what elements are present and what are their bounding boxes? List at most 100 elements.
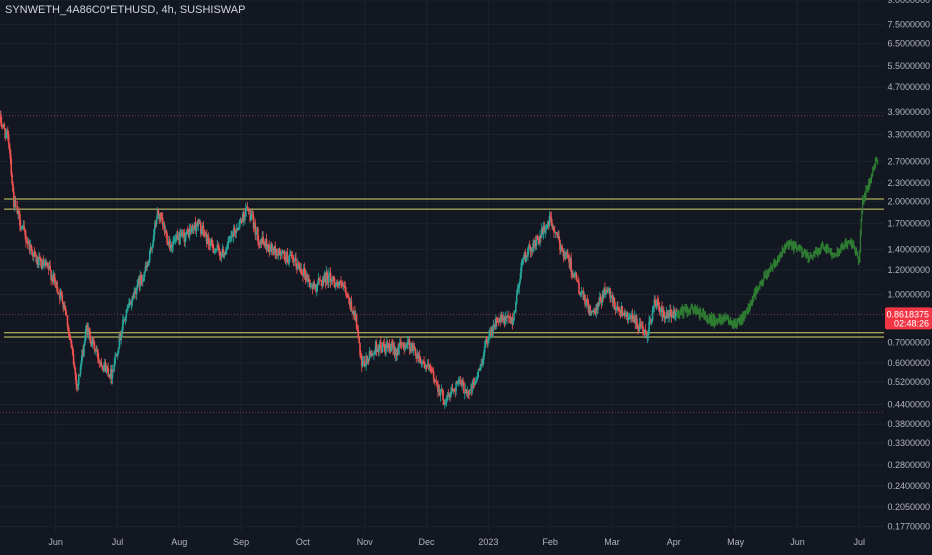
candle-body [174,240,176,242]
candle-body [37,257,39,266]
candle-body [264,239,267,247]
candle-body [632,318,635,323]
candle-body [28,241,31,251]
candle-body [178,237,180,244]
candle-body [406,341,409,346]
candle-body [225,250,227,254]
candle-body [5,132,7,138]
candle-body [78,374,81,376]
candle-body [256,227,258,232]
candle-body [517,287,520,291]
candle-body [10,158,13,175]
candle-body [536,235,539,239]
candle-body [64,305,66,309]
candle-body [101,366,103,368]
candle-body [193,222,196,229]
candle-body [45,263,48,267]
candle-body [438,390,441,396]
candle-body [415,354,418,359]
candle-body [592,311,594,312]
candle-body [423,362,425,365]
candle-body [589,305,592,316]
candle-body [170,244,173,249]
candle-body [262,236,264,243]
candle-body [206,233,208,245]
candle-body [446,394,449,400]
price-axis[interactable]: 9.0000000 7.5000000 6.5000000 5.5000000 4.70… [887,0,930,532]
candle-body [590,310,592,316]
candle-body [494,324,496,330]
candle-body [127,306,129,309]
time-axis[interactable]: Jun Jul Aug Sep Oct Nov Dec 2023 Feb Mar Apr May Jun… [48,537,865,547]
candle-body [302,273,304,276]
candle-body [591,310,593,312]
candle-body [561,248,564,251]
candle-body [40,261,43,269]
candle-body [3,124,6,129]
candle-body [604,288,606,293]
candle-body [274,245,277,256]
candle-body [530,247,533,252]
candle-body [466,390,469,394]
candle-body [601,294,604,303]
candle-body [321,280,323,286]
candle-body [56,282,58,292]
candle-body [437,390,440,392]
candle-body [600,301,603,303]
candle-body [266,244,269,250]
candle-body [641,325,643,327]
candle-body [340,280,342,285]
candle-body [32,254,34,257]
candle-body [190,229,193,232]
candle-body [313,282,315,288]
candle-body [263,242,265,245]
candle-body [245,207,248,208]
candle-body [61,295,64,303]
candle-body [92,337,95,342]
candle-body [226,243,229,249]
candle-body [514,311,516,313]
candle-body [473,382,476,386]
candle-body [225,248,228,251]
candle-body [277,254,279,256]
candle-body [449,394,451,397]
candle-body [570,258,572,272]
time-tick-label: May [727,537,745,547]
candle-body [475,381,477,382]
candle-body [491,327,494,332]
candle-body [48,265,51,270]
candle-body [36,257,39,263]
candle-body [17,210,19,214]
candle-body [481,363,483,366]
time-tick-label: 2023 [478,537,498,547]
candle-body [232,235,234,237]
candle-body [342,285,345,287]
candle-body [603,288,605,298]
candle-body [237,227,239,231]
candle-body [72,354,75,365]
candle-body [71,343,73,348]
candle-body [11,174,13,184]
candle-body [307,278,309,283]
candle-body [168,240,171,249]
candle-body [166,232,168,243]
candle-body [284,259,287,262]
candle-body [480,363,482,366]
candle-body [18,210,20,215]
candle-body [498,319,501,323]
candle-body [633,315,636,323]
candle-body [109,369,112,379]
candle-body [212,243,214,249]
time-tick-label: Nov [357,537,374,547]
candle-body [404,346,406,351]
candle-body [556,232,559,238]
candle-body [241,219,244,223]
candle-body [451,388,454,392]
candle-body [13,200,16,208]
candle-body [625,312,628,316]
candle-body [271,248,274,250]
candle-body [656,299,659,303]
candle-body [7,135,10,144]
